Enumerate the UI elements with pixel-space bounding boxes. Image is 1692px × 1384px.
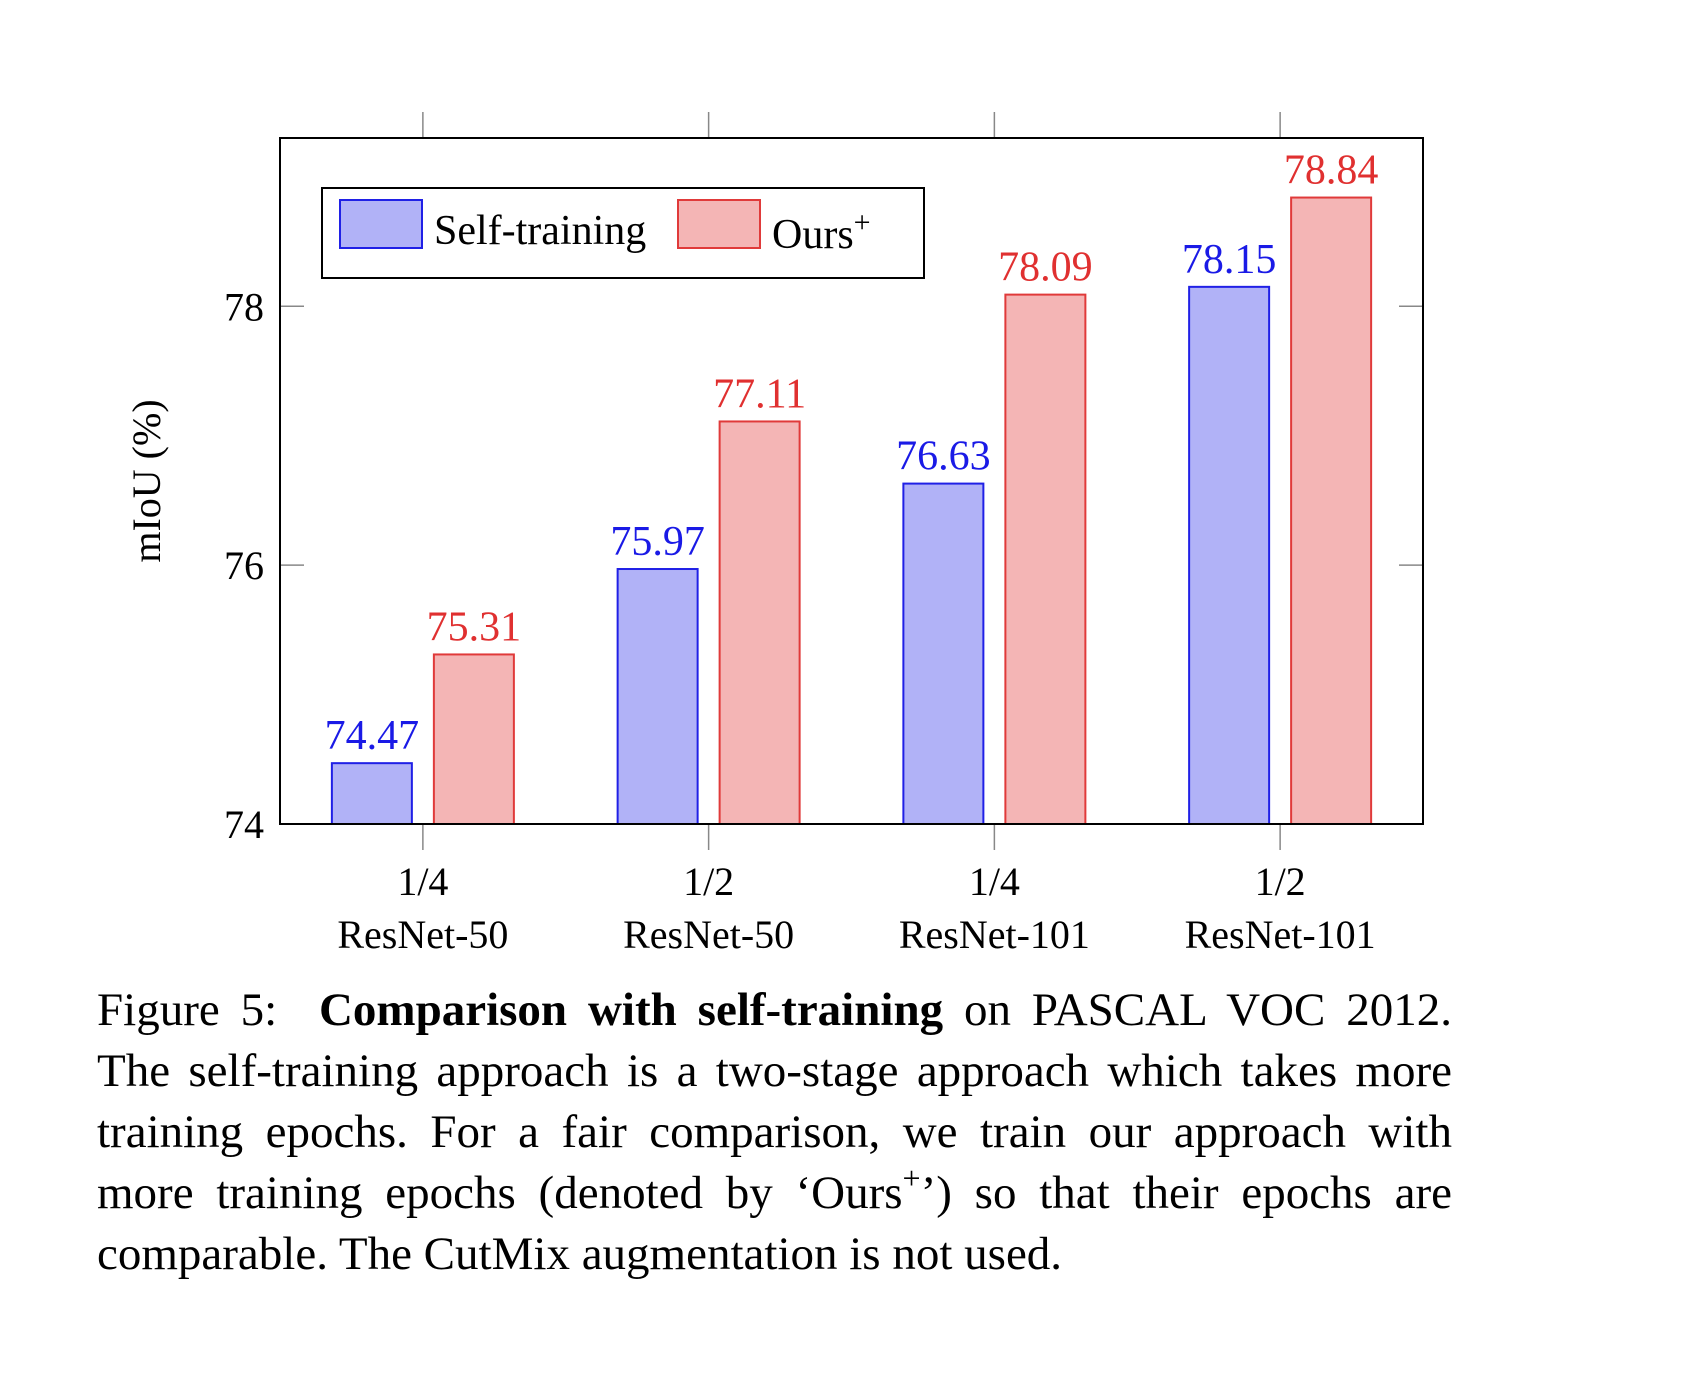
x-tick-label-backbone: ResNet-50 (623, 912, 794, 957)
bar-ours-plus-1 (718, 420, 801, 825)
caption-text-part1: on PASCAL VOC 2012. The self-training ap… (97, 984, 1452, 1219)
x-tick-label-backbone: ResNet-101 (899, 912, 1090, 957)
legend: Self-training Ours+ (321, 187, 925, 279)
value-label-self-training-1: 75.97 (610, 519, 705, 565)
x-tick-label-fraction: 1/4 (969, 859, 1020, 904)
bar-ours-plus-0 (432, 653, 515, 826)
bar-self-training-1 (616, 568, 699, 825)
value-label-self-training-0: 74.47 (325, 713, 420, 759)
bar-ours-plus-2 (1004, 293, 1087, 825)
value-label-ours-plus-1: 77.11 (713, 371, 806, 417)
x-tick-label-fraction: 1/2 (1255, 859, 1306, 904)
caption-bold-title: Comparison with self-training (318, 984, 944, 1036)
value-label-self-training-3: 78.15 (1182, 237, 1277, 283)
value-label-ours-plus-2: 78.09 (998, 245, 1093, 291)
x-tick-label-fraction: 1/2 (683, 859, 734, 904)
legend-label-ours-plus: Ours+ (772, 206, 871, 258)
axis-ticks (280, 112, 1423, 850)
figure-caption: Figure 5: Comparison with self-training … (97, 980, 1452, 1285)
value-labels: 74.47 75.97 76.63 78.15 75.31 77.11 78.09 78.84 (325, 148, 1379, 760)
bar-self-training-0 (330, 762, 413, 825)
caption-label: Figure 5: (97, 984, 278, 1036)
bar-self-training-2 (902, 482, 985, 825)
value-label-ours-plus-3: 78.84 (1284, 148, 1379, 194)
y-tick-label: 74 (224, 802, 264, 847)
y-tick-label: 76 (224, 543, 264, 588)
legend-swatch-self-training (339, 199, 423, 249)
x-tick-label-backbone: ResNet-101 (1185, 912, 1376, 957)
x-tick-label-fraction: 1/4 (397, 859, 448, 904)
x-tick-labels: 1/4 ResNet-50 1/2 ResNet-50 1/4 ResNet-101 1/2… (337, 859, 1375, 957)
y-axis-title: mIoU (%) (124, 399, 169, 562)
x-tick-label-backbone: ResNet-50 (337, 912, 508, 957)
caption-text-part2: ’) so that their epochs are comparable. … (97, 1167, 1452, 1280)
y-tick-label: 78 (224, 284, 264, 329)
legend-swatch-ours-plus (677, 199, 761, 249)
bar-ours-plus-3 (1290, 196, 1373, 826)
legend-label-ours-sup: + (854, 206, 871, 239)
legend-label-ours-text: Ours (772, 212, 854, 258)
value-label-self-training-2: 76.63 (896, 434, 991, 480)
legend-label-self-training: Self-training (434, 208, 646, 254)
bar-self-training-3 (1188, 285, 1271, 825)
plot-frame (279, 137, 1424, 825)
y-tick-labels: 74 76 78 (224, 284, 264, 847)
bar-chart: 74.47 75.97 76.63 78.15 75.31 77.11 78.09 78.84… (124, 112, 1424, 957)
value-label-ours-plus-0: 75.31 (427, 604, 522, 650)
bars (330, 196, 1373, 826)
caption-superscript: + (902, 1159, 921, 1196)
